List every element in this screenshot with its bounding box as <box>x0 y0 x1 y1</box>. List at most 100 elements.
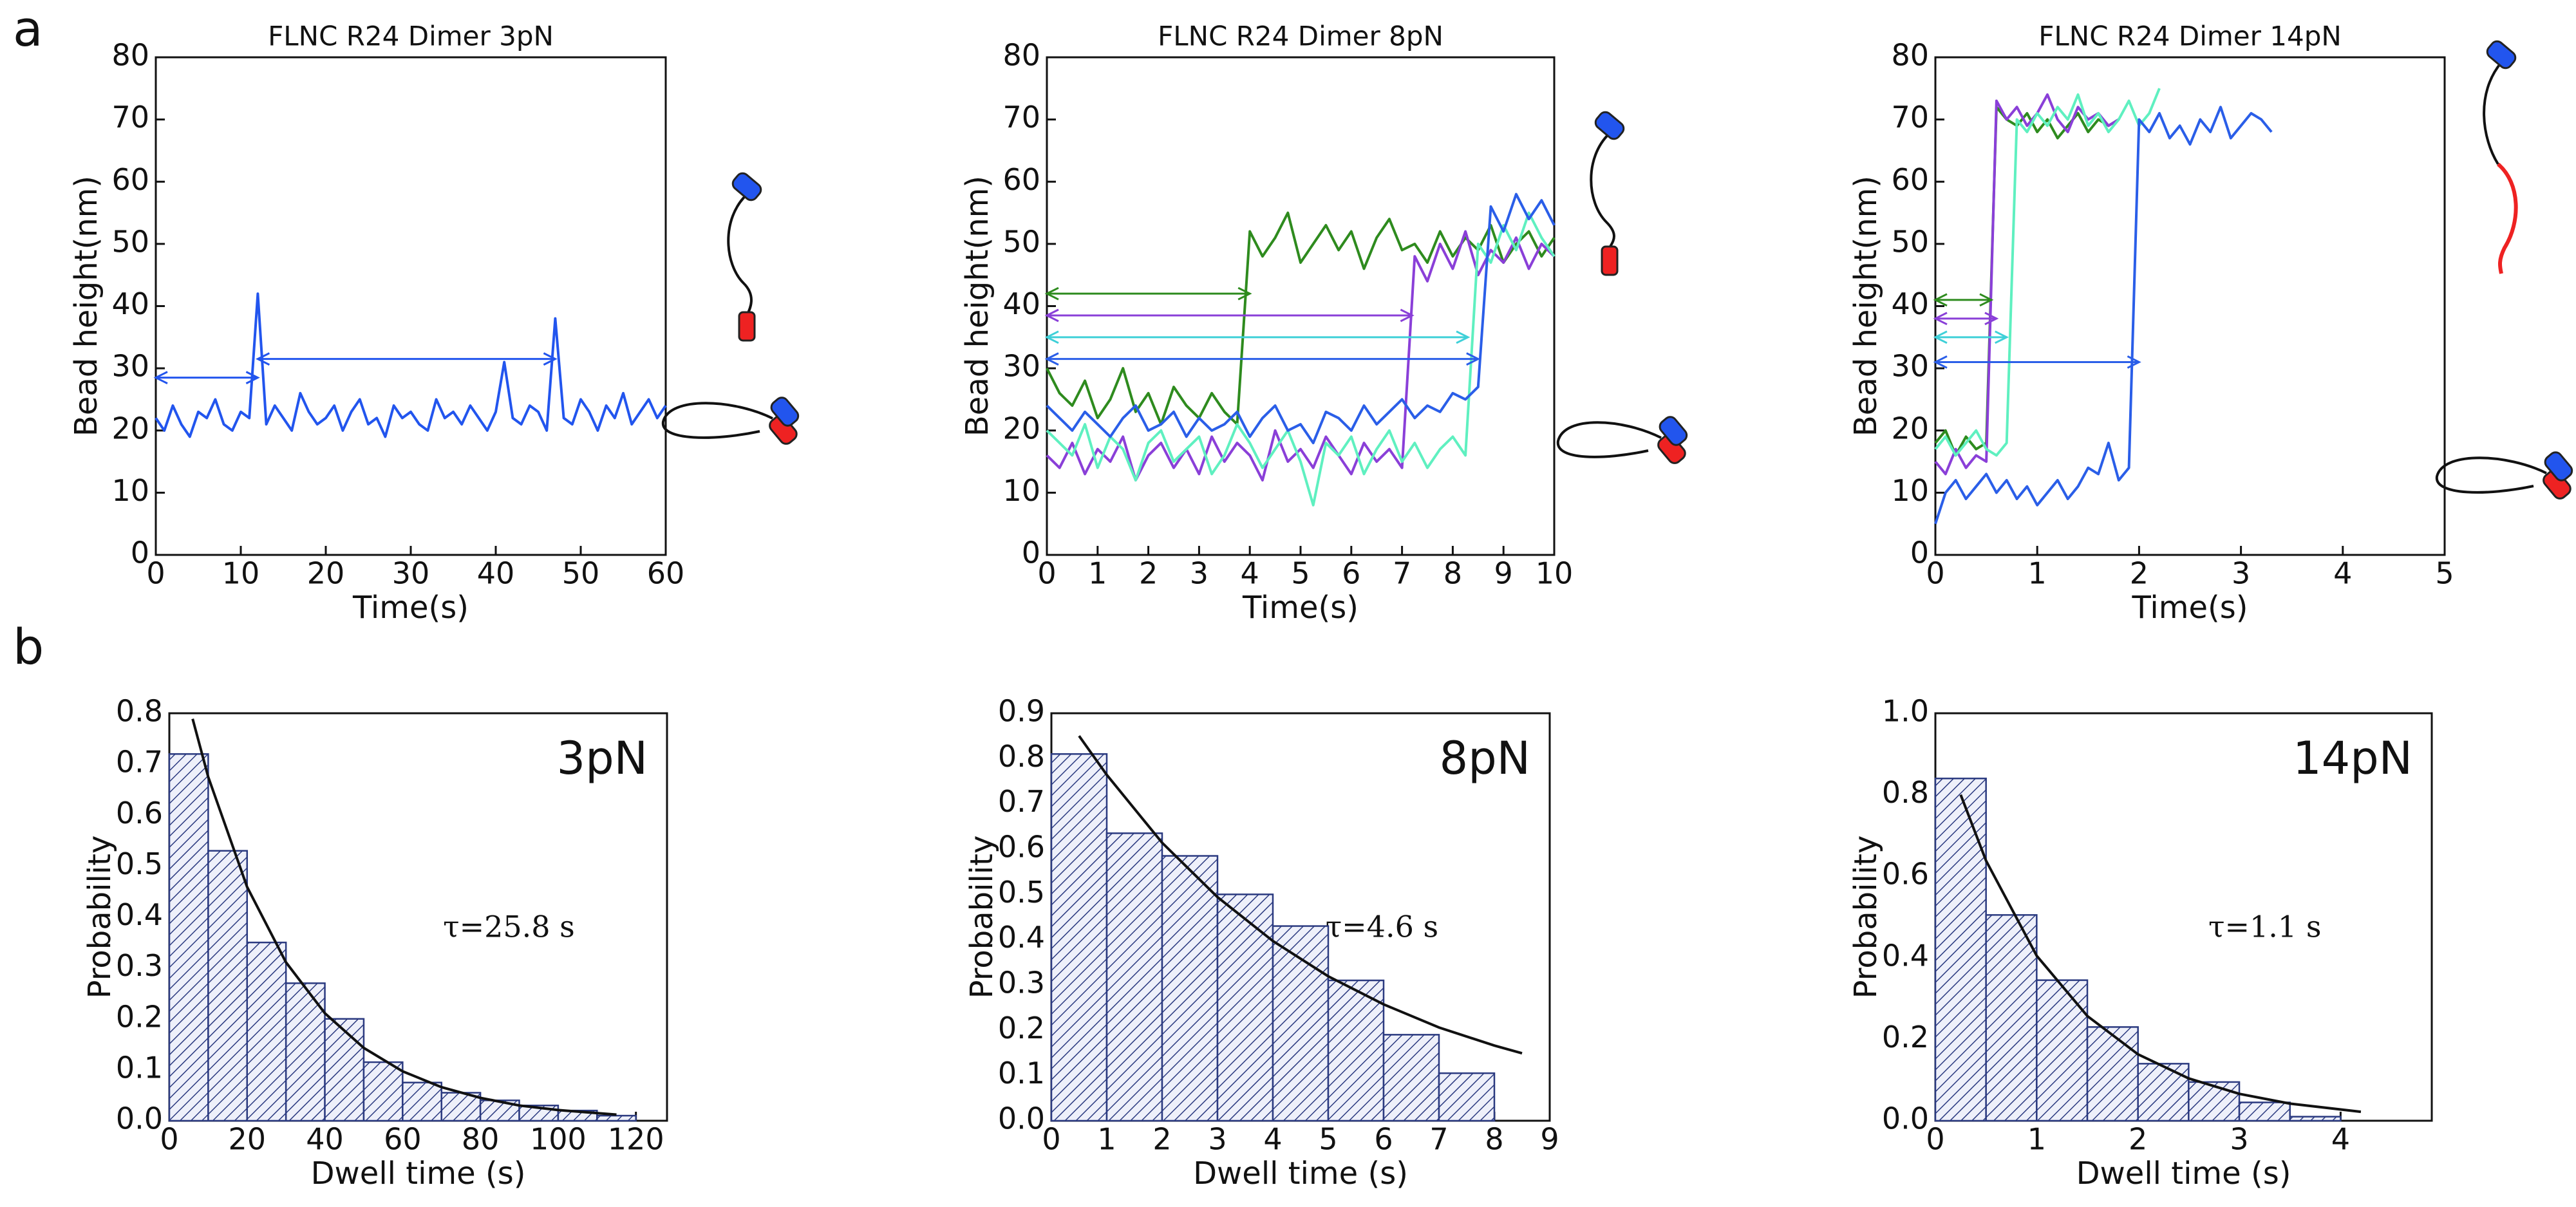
bar <box>596 1114 637 1122</box>
x-tick-label: 2 <box>2129 1122 2147 1157</box>
x-tick-label: 50 <box>562 556 600 591</box>
panel-label: a <box>13 0 43 57</box>
x-tick-label: 2 <box>1152 1122 1171 1157</box>
x-tick-label: 9 <box>1494 556 1513 591</box>
trace <box>1934 106 2120 457</box>
x-tick-label: 9 <box>1540 1122 1559 1157</box>
x-axis-label: Dwell time (s) <box>1193 1156 1408 1192</box>
y-tick-label: 0.3 <box>116 948 163 983</box>
y-tick-label: 0.5 <box>116 847 163 881</box>
y-tick-label: 0.0 <box>1882 1101 1929 1136</box>
x-axis-label: Dwell time (s) <box>2076 1156 2291 1192</box>
x-tick-label: 7 <box>1393 556 1411 591</box>
chart-title: FLNC R24 Dimer 3pN <box>268 21 554 52</box>
x-tick-label: 100 <box>530 1122 587 1157</box>
y-tick-label: 0.9 <box>998 694 1045 729</box>
y-tick-label: 0.2 <box>1882 1020 1929 1054</box>
y-tick-label: 0.4 <box>1882 938 1929 973</box>
x-tick-label: 1 <box>1088 556 1107 591</box>
folded-cartoon <box>661 397 800 445</box>
x-tick-label: 60 <box>647 556 685 591</box>
x-tick-label: 4 <box>1263 1122 1282 1157</box>
y-axis-label: Probability <box>82 836 118 999</box>
y-tick-label: 40 <box>1891 286 1929 321</box>
x-tick-label: 1 <box>2028 556 2047 591</box>
arrow-head <box>1933 312 1999 326</box>
x-axis-label: Time(s) <box>352 590 469 626</box>
x-tick-label: 2 <box>1139 556 1158 591</box>
x-tick-label: 3 <box>2230 1122 2248 1157</box>
chart-title: FLNC R24 Dimer 14pN <box>2038 21 2342 52</box>
y-tick-label: 40 <box>1002 286 1040 321</box>
force-label: 3pN <box>557 732 648 785</box>
arrow-head <box>256 352 558 366</box>
x-tick-label: 40 <box>477 556 515 591</box>
arrow-head <box>1044 330 1471 344</box>
x-tick-label: 4 <box>2331 1122 2350 1157</box>
arrow-head <box>1044 352 1481 366</box>
y-tick-label: 80 <box>111 38 149 73</box>
unfolded-cartoon <box>1590 111 1625 276</box>
x-tick-label: 8 <box>1443 556 1462 591</box>
trace <box>1046 211 1556 507</box>
bar <box>207 850 249 1122</box>
y-tick-label: 20 <box>1891 411 1929 445</box>
y-tick-label: 30 <box>1891 349 1929 384</box>
x-tick-label: 1 <box>2027 1122 2046 1157</box>
y-axis-label: Bead height(nm) <box>959 176 995 436</box>
x-tick-label: 4 <box>1241 556 1259 591</box>
bar <box>246 941 287 1122</box>
x-tick-label: 10 <box>222 556 260 591</box>
y-tick-label: 10 <box>111 473 149 508</box>
x-tick-label: 0 <box>160 1122 178 1157</box>
y-tick-label: 50 <box>111 224 149 259</box>
x-tick-label: 30 <box>392 556 430 591</box>
arrow-head <box>1044 308 1415 323</box>
fit-curve <box>1078 735 1523 1055</box>
plot-frame <box>155 56 667 556</box>
plot-frame <box>1046 56 1556 556</box>
unfolded-cartoon <box>727 172 762 342</box>
x-tick-label: 0 <box>146 556 165 591</box>
x-tick-label: 6 <box>1342 556 1360 591</box>
x-tick-label: 6 <box>1374 1122 1393 1157</box>
x-tick-label: 2 <box>2130 556 2148 591</box>
bar <box>402 1081 442 1122</box>
x-tick-label: 5 <box>1319 1122 1337 1157</box>
x-tick-label: 10 <box>1536 556 1574 591</box>
y-tick-label: 0 <box>1022 536 1040 570</box>
fit-curve <box>1959 794 2362 1114</box>
fit-annotation: τ=1.1 s <box>2208 909 2321 944</box>
y-tick-label: 0.2 <box>998 1011 1045 1045</box>
x-tick-label: 40 <box>306 1122 344 1157</box>
x-tick-label: 20 <box>307 556 345 591</box>
y-tick-label: 0.2 <box>116 999 163 1034</box>
bar <box>1216 894 1274 1122</box>
bar <box>1050 753 1108 1122</box>
y-tick-label: 0 <box>131 536 149 570</box>
y-tick-label: 0.6 <box>116 796 163 830</box>
bar <box>2188 1081 2241 1122</box>
folded-cartoon <box>1556 416 1688 464</box>
x-tick-label: 5 <box>2435 556 2454 591</box>
trace <box>1046 192 1556 445</box>
bar <box>362 1061 404 1122</box>
bar <box>1161 855 1219 1122</box>
x-tick-label: 3 <box>1190 556 1208 591</box>
y-tick-label: 10 <box>1891 473 1929 508</box>
y-tick-label: 1.0 <box>1882 694 1929 729</box>
bar <box>168 753 209 1122</box>
arrow-head <box>1933 330 2009 344</box>
bar <box>2137 1063 2190 1122</box>
y-tick-label: 50 <box>1891 224 1929 259</box>
trace <box>1934 88 2161 457</box>
fit-annotation: τ=4.6 s <box>1326 909 1438 944</box>
arrow-head <box>1933 355 2141 369</box>
y-tick-label: 0.5 <box>998 875 1045 910</box>
bar <box>2289 1116 2342 1122</box>
trace <box>1934 93 2120 476</box>
x-tick-label: 8 <box>1485 1122 1503 1157</box>
x-tick-label: 4 <box>2333 556 2352 591</box>
bar <box>324 1018 365 1122</box>
